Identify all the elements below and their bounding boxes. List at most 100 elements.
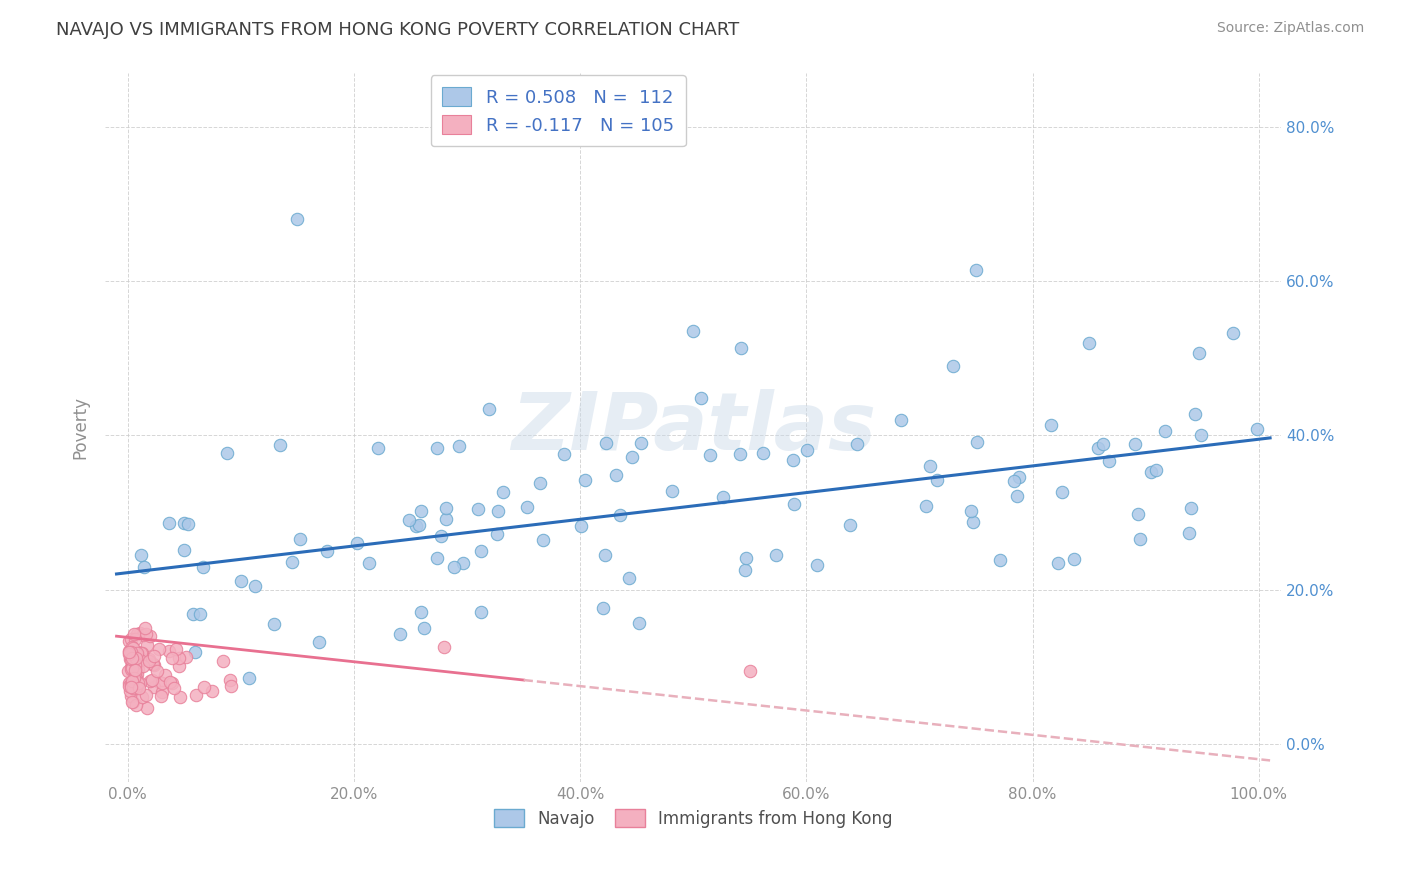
Point: [131, 548, 153, 562]
Point: [942, 359, 965, 373]
Point: [138, 654, 160, 668]
Point: [470, 605, 492, 619]
Point: [142, 648, 165, 663]
Point: [139, 629, 162, 643]
Point: [120, 689, 142, 703]
Point: [1098, 454, 1121, 468]
Point: [1047, 557, 1070, 571]
Point: [121, 681, 143, 695]
Point: [131, 690, 153, 704]
Point: [988, 553, 1011, 567]
Point: [529, 476, 551, 491]
Point: [124, 666, 146, 681]
Point: [125, 646, 148, 660]
Point: [1178, 526, 1201, 541]
Point: [1087, 441, 1109, 455]
Point: [127, 627, 149, 641]
Point: [177, 517, 200, 532]
Point: [682, 324, 704, 338]
Point: [796, 443, 818, 458]
Point: [890, 413, 912, 427]
Point: [160, 675, 183, 690]
Point: [280, 555, 302, 569]
Point: [806, 558, 828, 572]
Point: [470, 544, 492, 558]
Point: [367, 441, 389, 455]
Point: [699, 448, 721, 462]
Point: [121, 662, 143, 676]
Point: [447, 439, 470, 453]
Point: [124, 660, 146, 674]
Point: [136, 638, 159, 652]
Point: [138, 652, 160, 666]
Point: [193, 681, 215, 695]
Point: [574, 473, 596, 487]
Point: [1091, 437, 1114, 451]
Point: [734, 563, 756, 577]
Point: [174, 649, 197, 664]
Point: [125, 648, 148, 662]
Point: [118, 679, 141, 693]
Point: [121, 657, 143, 672]
Point: [1129, 532, 1152, 546]
Point: [129, 646, 152, 660]
Point: [553, 447, 575, 461]
Point: [434, 511, 457, 525]
Point: [134, 560, 156, 574]
Point: [173, 543, 195, 558]
Point: [129, 626, 152, 640]
Point: [125, 698, 148, 713]
Point: [120, 659, 142, 673]
Point: [269, 438, 291, 452]
Point: [308, 635, 330, 649]
Point: [125, 643, 148, 657]
Point: [127, 662, 149, 676]
Point: [839, 517, 862, 532]
Point: [201, 684, 224, 698]
Point: [118, 683, 141, 698]
Point: [150, 685, 173, 699]
Point: [1246, 422, 1268, 436]
Point: [127, 675, 149, 690]
Point: [630, 436, 652, 450]
Point: [117, 664, 139, 678]
Point: [165, 642, 187, 657]
Point: [920, 459, 942, 474]
Point: [443, 559, 465, 574]
Point: [186, 688, 208, 702]
Point: [124, 659, 146, 673]
Point: [752, 446, 775, 460]
Point: [433, 640, 456, 655]
Text: ZIPatlas: ZIPatlas: [510, 389, 876, 467]
Point: [605, 467, 627, 482]
Point: [120, 645, 142, 659]
Point: [169, 690, 191, 705]
Point: [219, 679, 242, 693]
Point: [120, 680, 142, 694]
Point: [231, 574, 253, 588]
Point: [966, 434, 988, 449]
Point: [124, 658, 146, 673]
Point: [122, 654, 145, 668]
Point: [143, 658, 166, 673]
Point: [150, 689, 173, 703]
Point: [125, 680, 148, 694]
Point: [263, 617, 285, 632]
Point: [398, 513, 420, 527]
Point: [118, 634, 141, 648]
Point: [218, 673, 240, 687]
Point: [167, 659, 190, 673]
Point: [730, 341, 752, 355]
Point: [121, 673, 143, 688]
Point: [288, 532, 311, 546]
Point: [184, 645, 207, 659]
Point: [122, 653, 145, 667]
Point: [965, 262, 987, 277]
Point: [132, 658, 155, 673]
Point: [408, 518, 430, 533]
Point: [188, 607, 211, 622]
Point: [765, 549, 787, 563]
Point: [426, 550, 449, 565]
Point: [1180, 500, 1202, 515]
Point: [121, 665, 143, 679]
